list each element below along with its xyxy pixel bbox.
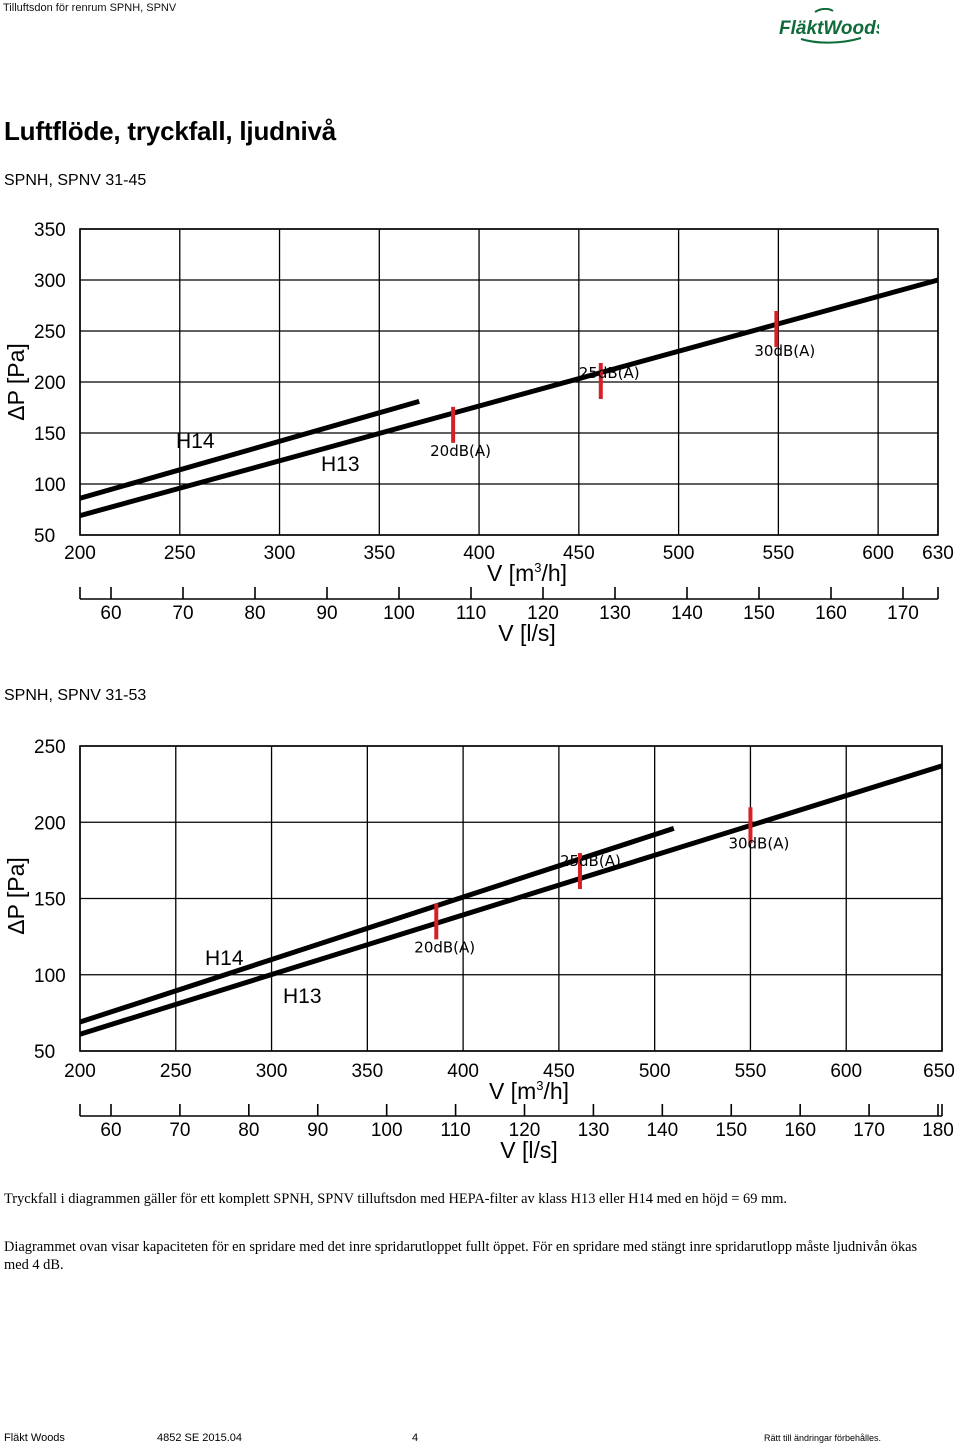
- x2-tick-label: 140: [671, 603, 703, 624]
- x-tick-label: 500: [639, 1061, 671, 1082]
- y-axis-title: ΔP [Pa]: [3, 857, 29, 935]
- series-line-h13: [79, 763, 943, 1037]
- x2-tick-label: 140: [646, 1120, 678, 1141]
- x2-tick-label: 70: [172, 603, 193, 624]
- x2-tick-label: 100: [383, 603, 415, 624]
- x-tick-label: 200: [64, 543, 96, 564]
- x-tick-label: 650: [923, 1061, 955, 1082]
- x2-tick-label: 170: [887, 603, 919, 624]
- curve-label-h14: H14: [205, 947, 244, 970]
- x2-axis-title: V [l/s]: [498, 620, 556, 646]
- y-tick-label: 50: [34, 526, 55, 547]
- series-line-h14: [79, 825, 675, 1025]
- db-marker-label: 30dB(A): [754, 342, 815, 360]
- db-marker-label: 25dB(A): [579, 364, 640, 382]
- y-tick-label: 350: [34, 220, 66, 241]
- db-marker-label: 20dB(A): [430, 442, 491, 460]
- x2-tick-label: 130: [578, 1120, 610, 1141]
- x2-tick-label: 120: [509, 1120, 541, 1141]
- y-tick-label: 250: [34, 737, 66, 758]
- x2-tick-label: 70: [169, 1120, 190, 1141]
- footer-page-number: 4: [412, 1432, 419, 1444]
- x-tick-label: 600: [830, 1061, 862, 1082]
- x-axis-title: V [m3/h]: [489, 1078, 569, 1104]
- y-tick-label: 100: [34, 475, 66, 496]
- x-tick-label: 300: [256, 1061, 288, 1082]
- y-tick-label: 200: [34, 813, 66, 834]
- x2-tick-label: 60: [100, 603, 121, 624]
- x-tick-label: 250: [164, 543, 196, 564]
- x-tick-label: 300: [264, 543, 296, 564]
- x2-tick-label: 90: [316, 603, 337, 624]
- x-tick-label: 400: [463, 543, 495, 564]
- y-tick-label: 100: [34, 966, 66, 987]
- plot-frame: [79, 745, 943, 1052]
- y-tick-label: 150: [34, 890, 66, 911]
- x-tick-label: 350: [363, 543, 395, 564]
- y-tick-label: 200: [34, 373, 66, 394]
- curve-label-h13: H13: [321, 453, 360, 476]
- logo-text: FläktWoods: [779, 18, 879, 39]
- x-tick-label: 550: [763, 543, 795, 564]
- footnote-capacity: Diagrammet ovan visar kapaciteten för en…: [4, 1239, 918, 1273]
- x2-tick-label: 150: [743, 603, 775, 624]
- x2-tick-label: 60: [100, 1120, 121, 1141]
- x2-tick-label: 110: [440, 1120, 470, 1141]
- x-tick-label: 600: [862, 543, 894, 564]
- section-title: Luftflöde, tryckfall, ljudnivå: [4, 116, 337, 146]
- plot-frame: [79, 228, 939, 536]
- y-tick-label: 250: [34, 322, 66, 343]
- y-tick-label: 300: [34, 271, 66, 292]
- footnote-pressure: Tryckfall i diagrammen gäller för ett ko…: [4, 1191, 787, 1207]
- x2-tick-label: 100: [371, 1120, 403, 1141]
- x2-tick-label: 120: [527, 603, 559, 624]
- x2-tick-label: 150: [715, 1120, 747, 1141]
- x2-axis-title: V [l/s]: [500, 1137, 558, 1163]
- x2-tick-label: 160: [815, 603, 847, 624]
- x2-tick-label: 80: [238, 1120, 259, 1141]
- x2-tick-label: 130: [599, 603, 631, 624]
- y-tick-label: 150: [34, 424, 66, 445]
- footer-rights: Rätt till ändringar förbehålles.: [764, 1433, 882, 1443]
- chart-2: 50 100 150 200 250 ΔP [Pa] 200 250 300 350 400 450 5…: [3, 737, 955, 1163]
- curve-label-h14: H14: [176, 430, 215, 453]
- x-tick-label: 450: [543, 1061, 575, 1082]
- x-tick-label: 500: [663, 543, 695, 564]
- x-tick-label: 630: [922, 543, 954, 564]
- chart-2-subtitle: SPNH, SPNV 31-53: [4, 687, 147, 704]
- curve-label-h13: H13: [283, 985, 322, 1008]
- x-tick-label: 350: [351, 1061, 383, 1082]
- x2-tick-label: 80: [244, 603, 265, 624]
- series-line-h13: [79, 277, 939, 519]
- x-tick-label: 400: [447, 1061, 479, 1082]
- series-line-h14: [79, 398, 420, 501]
- x2-tick-label: 110: [456, 603, 486, 624]
- y-tick-label: 50: [34, 1042, 55, 1063]
- document-header-title: Tilluftsdon för renrum SPNH, SPNV: [3, 2, 177, 14]
- x2-tick-label: 170: [853, 1120, 885, 1141]
- footer-company: Fläkt Woods: [4, 1432, 65, 1444]
- db-marker-label: 25dB(A): [560, 852, 621, 870]
- chart-1-subtitle: SPNH, SPNV 31-45: [4, 172, 147, 189]
- db-marker-label: 30dB(A): [728, 834, 789, 852]
- x2-tick-label: 160: [784, 1120, 816, 1141]
- footer-doc-number: 4852 SE 2015.04: [157, 1432, 243, 1444]
- x-tick-label: 550: [735, 1061, 767, 1082]
- x-axis-title: V [m3/h]: [487, 560, 567, 586]
- x-tick-label: 250: [160, 1061, 192, 1082]
- x-tick-label: 450: [563, 543, 595, 564]
- y-axis-title: ΔP [Pa]: [3, 343, 29, 421]
- db-marker-label: 20dB(A): [414, 938, 475, 956]
- x-tick-label: 200: [64, 1061, 96, 1082]
- x2-tick-label: 180: [922, 1120, 954, 1141]
- flaktwoods-logo: FläktWoods: [779, 8, 879, 44]
- x2-tick-label: 90: [307, 1120, 328, 1141]
